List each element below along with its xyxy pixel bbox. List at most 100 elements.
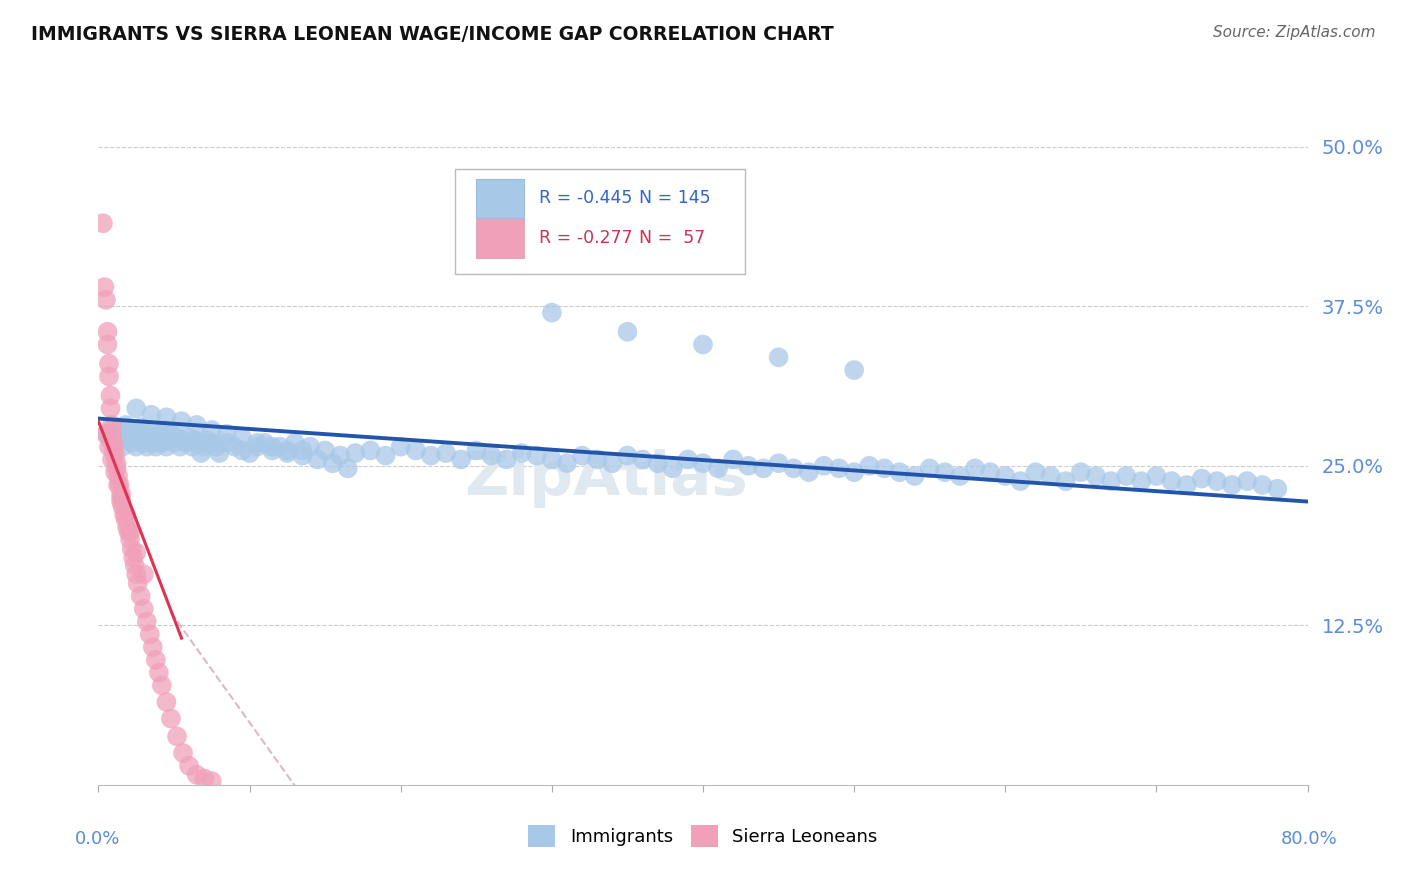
Point — [1115, 469, 1137, 483]
Point — [707, 461, 730, 475]
Point — [96, 337, 118, 351]
Point — [215, 435, 238, 450]
Point — [129, 589, 152, 603]
Point — [101, 452, 124, 467]
Point — [125, 567, 148, 582]
Point — [571, 449, 593, 463]
Point — [291, 449, 314, 463]
Point — [858, 458, 880, 473]
Point — [108, 478, 131, 492]
Point — [132, 435, 155, 450]
Point — [122, 550, 145, 565]
Point — [91, 216, 114, 230]
Point — [904, 469, 927, 483]
Point — [276, 446, 298, 460]
Point — [100, 401, 122, 416]
Point — [813, 458, 835, 473]
Point — [344, 446, 367, 460]
Point — [284, 435, 307, 450]
Point — [170, 414, 193, 428]
Point — [1085, 469, 1108, 483]
Point — [1251, 478, 1274, 492]
Point — [647, 456, 669, 470]
Point — [110, 487, 132, 501]
Point — [1010, 474, 1032, 488]
Point — [105, 456, 128, 470]
Point — [125, 440, 148, 454]
Point — [918, 461, 941, 475]
Point — [94, 293, 117, 307]
Point — [231, 443, 253, 458]
Point — [246, 435, 269, 450]
Point — [111, 500, 134, 514]
Point — [94, 426, 117, 441]
Point — [181, 440, 204, 454]
Point — [142, 435, 165, 450]
Point — [934, 465, 956, 479]
Point — [239, 446, 262, 460]
Point — [481, 449, 503, 463]
Text: Source: ZipAtlas.com: Source: ZipAtlas.com — [1212, 25, 1375, 40]
Point — [139, 434, 162, 448]
Point — [586, 452, 609, 467]
Point — [118, 525, 141, 540]
Point — [129, 420, 152, 434]
Point — [783, 461, 806, 475]
Point — [616, 449, 638, 463]
Point — [186, 417, 208, 432]
Point — [193, 440, 215, 454]
Point — [155, 440, 177, 454]
Point — [1267, 482, 1289, 496]
Point — [965, 461, 987, 475]
Point — [1236, 474, 1258, 488]
Point — [134, 431, 156, 445]
Point — [132, 601, 155, 615]
Point — [495, 452, 517, 467]
Point — [122, 431, 145, 445]
Text: N =  57: N = 57 — [638, 229, 706, 247]
Point — [179, 431, 201, 445]
Point — [1220, 478, 1243, 492]
Point — [155, 695, 177, 709]
Point — [103, 420, 125, 434]
Point — [692, 456, 714, 470]
Point — [114, 417, 136, 432]
Point — [201, 774, 224, 789]
Point — [752, 461, 775, 475]
Point — [107, 478, 129, 492]
Point — [195, 434, 218, 448]
Point — [1024, 465, 1046, 479]
Point — [110, 491, 132, 505]
Point — [540, 452, 562, 467]
Point — [172, 746, 194, 760]
Point — [1160, 474, 1182, 488]
Point — [291, 443, 314, 458]
Point — [94, 426, 117, 441]
Point — [299, 440, 322, 454]
Point — [108, 431, 131, 445]
Point — [135, 615, 157, 629]
Point — [124, 558, 146, 573]
Point — [152, 431, 174, 445]
Point — [125, 401, 148, 416]
Point — [269, 440, 291, 454]
FancyBboxPatch shape — [456, 169, 745, 274]
Point — [828, 461, 851, 475]
Point — [465, 443, 488, 458]
Point — [153, 423, 176, 437]
Point — [103, 443, 125, 458]
Point — [201, 435, 224, 450]
Point — [768, 351, 790, 365]
Point — [723, 452, 745, 467]
Point — [193, 772, 215, 786]
Point — [190, 446, 212, 460]
Point — [1130, 474, 1153, 488]
Point — [142, 640, 165, 654]
Point — [103, 435, 125, 450]
Point — [405, 443, 427, 458]
FancyBboxPatch shape — [475, 219, 524, 258]
Point — [114, 512, 136, 526]
Point — [96, 325, 118, 339]
Point — [143, 431, 166, 445]
Point — [127, 434, 149, 448]
